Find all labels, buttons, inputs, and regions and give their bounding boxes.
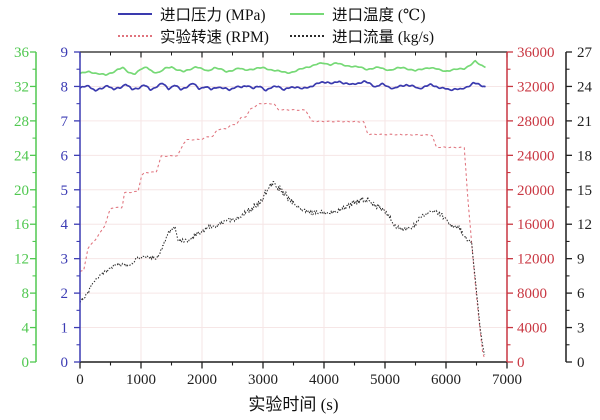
rpm-tick-label: 32000 xyxy=(517,79,555,95)
temperature-tick-label: 20 xyxy=(14,183,29,199)
temperature-tick-label: 28 xyxy=(14,114,29,130)
rpm-tick-label: 4000 xyxy=(517,321,547,337)
legend-label-temperature: 进口温度 (℃) xyxy=(332,6,426,24)
x-tick-label: 6000 xyxy=(431,372,461,388)
rpm-tick-label: 0 xyxy=(517,355,525,371)
legend: 进口压力 (MPa) 进口温度 (℃) 实验转速 (RPM) 进口流量 (kg/… xyxy=(118,3,490,46)
rpm-tick-label: 28000 xyxy=(517,114,555,130)
pressure-tick-label: 2 xyxy=(61,286,69,302)
temperature-tick-label: 16 xyxy=(14,217,30,233)
rpm-tick-label: 16000 xyxy=(517,217,555,233)
flow-tick-label: 9 xyxy=(577,252,585,268)
flow-tick-label: 0 xyxy=(577,355,585,371)
x-tick-label: 4000 xyxy=(309,372,339,388)
x-axis-title: 实验时间 (s) xyxy=(248,395,339,414)
pressure-tick-label: 4 xyxy=(61,217,69,233)
temperature-tick-label: 4 xyxy=(22,321,30,337)
x-tick-label: 0 xyxy=(76,372,84,388)
temperature-tick-label: 0 xyxy=(22,355,30,371)
legend-label-pressure: 进口压力 (MPa) xyxy=(160,6,266,24)
pressure-tick-label: 6 xyxy=(61,148,69,164)
pressure-line-sample xyxy=(118,12,152,15)
x-tick-label: 2000 xyxy=(187,372,217,388)
rpm-line xyxy=(79,102,486,360)
flow-line-sample xyxy=(290,34,324,37)
pressure-tick-label: 8 xyxy=(61,79,69,95)
pressure-tick-label: 0 xyxy=(61,355,69,371)
flow-tick-label: 21 xyxy=(577,114,592,130)
flow-tick-label: 6 xyxy=(577,286,585,302)
temperature-tick-label: 24 xyxy=(14,148,30,164)
flow-tick-label: 27 xyxy=(577,45,593,61)
flow-tick-label: 12 xyxy=(577,217,592,233)
legend-item-rpm: 实验转速 (RPM) xyxy=(118,25,290,46)
legend-item-flow: 进口流量 (kg/s) xyxy=(290,25,490,46)
flow-tick-label: 18 xyxy=(577,148,592,164)
temperature-tick-label: 32 xyxy=(14,79,29,95)
rpm-tick-label: 8000 xyxy=(517,286,547,302)
pressure-tick-label: 7 xyxy=(61,114,69,130)
pressure-tick-label: 9 xyxy=(61,45,69,61)
legend-item-pressure: 进口压力 (MPa) xyxy=(118,3,290,24)
legend-label-rpm: 实验转速 (RPM) xyxy=(160,28,269,46)
temperature-tick-label: 12 xyxy=(14,252,29,268)
flow-tick-label: 3 xyxy=(577,321,585,337)
temperature-tick-label: 8 xyxy=(22,286,30,302)
flow-tick-label: 24 xyxy=(577,79,593,95)
pressure-tick-label: 3 xyxy=(61,252,69,268)
rpm-tick-label: 12000 xyxy=(517,252,555,268)
legend-label-flow: 进口流量 (kg/s) xyxy=(332,28,435,46)
temperature-tick-label: 36 xyxy=(14,45,30,61)
legend-item-temperature: 进口温度 (℃) xyxy=(290,3,490,24)
temperature-line xyxy=(79,59,486,76)
x-tick-label: 5000 xyxy=(370,372,400,388)
rpm-tick-label: 36000 xyxy=(517,45,555,61)
rpm-tick-label: 20000 xyxy=(517,183,555,199)
x-tick-label: 3000 xyxy=(248,372,278,388)
pressure-line xyxy=(79,80,486,92)
pressure-tick-label: 1 xyxy=(61,321,69,337)
rpm-line-sample xyxy=(118,34,152,37)
pressure-tick-label: 5 xyxy=(61,183,69,199)
x-tick-label: 1000 xyxy=(126,372,156,388)
flow-line xyxy=(79,180,486,355)
x-tick-label: 7000 xyxy=(492,372,522,388)
flow-tick-label: 15 xyxy=(577,183,592,199)
rpm-tick-label: 24000 xyxy=(517,148,555,164)
temperature-line-sample xyxy=(290,12,324,15)
